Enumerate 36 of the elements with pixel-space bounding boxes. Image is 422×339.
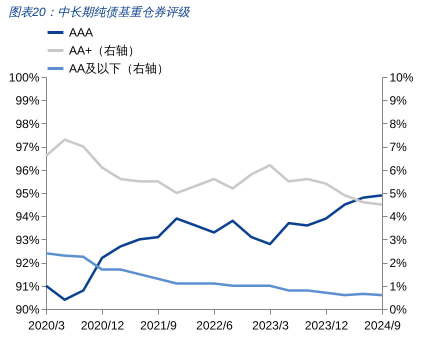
y-tick-label: 98% — [15, 116, 40, 131]
x-tick-label: 2021/9 — [140, 318, 178, 332]
x-tick-label: 2023/3 — [252, 318, 290, 332]
y2-tick-label: 6% — [390, 163, 408, 178]
y-tick-label: 92% — [15, 256, 40, 270]
legend-label: AA+（右轴） — [69, 44, 140, 58]
y2-tick-label: 7% — [390, 140, 408, 154]
x-tick-label: 2024/9 — [364, 318, 402, 332]
y2-tick-label: 8% — [390, 116, 408, 131]
y-tick-label: 95% — [15, 186, 40, 200]
y2-tick-label: 4% — [390, 210, 408, 224]
y2-tick-label: 10% — [390, 70, 414, 84]
y2-tick-label: 9% — [390, 94, 408, 108]
y-tick-label: 91% — [15, 279, 40, 294]
y-tick-label: 97% — [15, 140, 40, 154]
y-tick-label: 100% — [8, 70, 40, 84]
y2-tick-label: 5% — [390, 186, 408, 200]
y-tick-label: 93% — [15, 232, 40, 247]
x-tick-label: 2020/3 — [28, 318, 66, 332]
y-tick-label: 99% — [15, 94, 40, 108]
chart-title: 图表20：中长期纯债基重仓券评级 — [8, 5, 191, 19]
x-tick-label: 2023/12 — [304, 318, 349, 332]
y2-tick-label: 0% — [390, 302, 408, 316]
line-series — [44, 194, 384, 301]
y-tick-label: 90% — [15, 302, 40, 316]
line-series — [44, 138, 384, 206]
legend-label: AAA — [69, 26, 94, 40]
y2-tick-label: 2% — [390, 256, 408, 270]
legend-label: AA及以下（右轴） — [69, 62, 170, 76]
y2-tick-label: 3% — [390, 232, 408, 247]
line-series — [44, 252, 384, 296]
y-tick-label: 94% — [15, 210, 40, 224]
y2-tick-label: 1% — [390, 279, 408, 294]
y-tick-label: 96% — [15, 163, 40, 178]
x-tick-label: 2020/12 — [80, 318, 125, 332]
x-tick-label: 2022/6 — [196, 318, 234, 332]
